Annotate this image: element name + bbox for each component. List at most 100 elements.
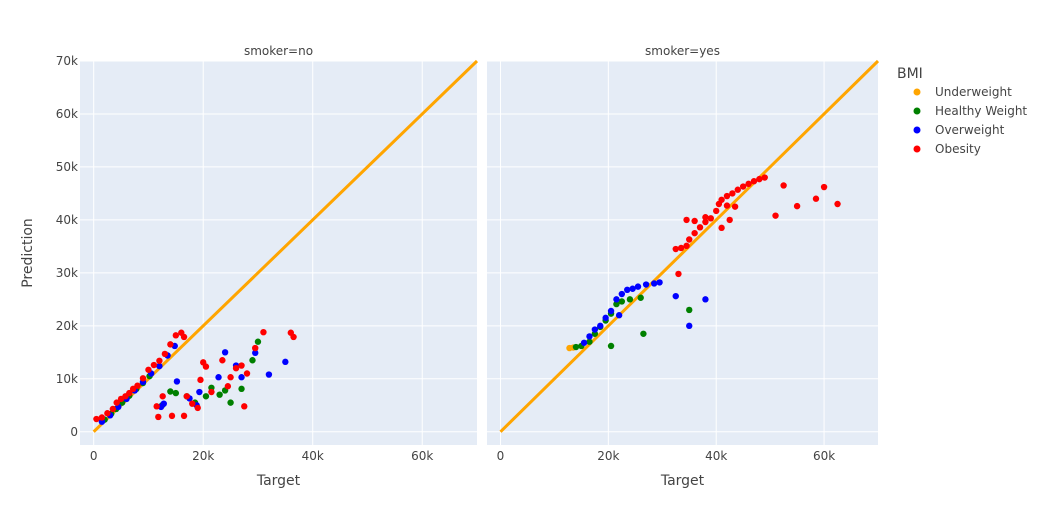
data-point (707, 215, 715, 222)
data-point (139, 375, 147, 382)
data-point (202, 393, 210, 400)
y-tick-label: 20k (56, 319, 78, 333)
data-point (238, 385, 245, 393)
data-point (219, 357, 226, 364)
legend: BMI Underweight Healthy Weight Overweight Ob… (897, 66, 1027, 156)
legend-marker (913, 88, 921, 96)
y-tick-label: 60k (56, 107, 78, 121)
data-point (202, 363, 210, 370)
data-point (160, 400, 167, 407)
data-point (820, 183, 828, 191)
data-point (208, 388, 215, 396)
data-point (650, 280, 658, 287)
x-tick-label: 20k (192, 449, 214, 463)
data-point (189, 400, 196, 407)
data-point (156, 362, 163, 370)
data-point (227, 399, 234, 406)
data-point (613, 296, 620, 303)
data-point (265, 371, 273, 378)
data-point (683, 242, 690, 250)
x-axis-title: Target (256, 473, 301, 489)
data-point (683, 216, 690, 224)
data-point (98, 414, 106, 421)
data-point (618, 298, 626, 305)
data-point (216, 391, 223, 398)
data-point (602, 314, 609, 322)
facet-title: smoker=yes (645, 44, 720, 58)
data-point (93, 415, 100, 423)
data-point (686, 322, 693, 330)
data-point (634, 283, 642, 290)
data-point (607, 307, 615, 315)
panel-smoker-no: smoker=no 0 20k 40k 60k Target 0 10k 20k 30k 40k 50… (56, 44, 479, 489)
data-point (180, 412, 188, 420)
data-point (238, 374, 245, 381)
x-tick-label: 60k (411, 449, 433, 463)
data-point (618, 290, 626, 298)
data-point (168, 412, 176, 420)
data-point (224, 383, 232, 390)
data-point (772, 212, 779, 219)
data-point (221, 349, 229, 356)
data-point (282, 358, 289, 366)
data-point (626, 296, 634, 303)
data-point (629, 285, 636, 292)
data-point (723, 202, 731, 209)
y-axis-title: Prediction (20, 218, 36, 288)
data-point (780, 182, 787, 189)
data-point (227, 374, 234, 381)
data-point (702, 296, 709, 303)
x-tick-label: 20k (597, 449, 619, 463)
data-point (691, 217, 698, 225)
data-point (156, 357, 163, 364)
data-point (104, 410, 111, 417)
y-tick-label: 40k (56, 213, 78, 227)
data-point (183, 393, 190, 400)
data-point (243, 370, 251, 377)
legend-label: Healthy Weight (935, 104, 1027, 118)
data-point (159, 393, 166, 400)
data-point (153, 403, 160, 410)
data-point (624, 286, 631, 294)
data-point (691, 229, 698, 237)
legend-label: Obesity (935, 142, 981, 156)
data-point (834, 200, 841, 208)
series-obesity (93, 328, 297, 423)
data-point (637, 294, 644, 301)
data-point (238, 362, 245, 369)
reference-line (92, 59, 479, 433)
data-point (793, 202, 801, 210)
data-point (260, 328, 267, 336)
data-point (252, 349, 259, 357)
data-point (167, 388, 174, 395)
data-point (675, 270, 682, 278)
data-point (197, 376, 204, 384)
data-point (734, 186, 741, 193)
data-point (249, 357, 256, 364)
data-point (145, 366, 152, 373)
data-point (718, 224, 725, 232)
data-point (167, 341, 174, 348)
data-point (180, 333, 188, 341)
data-point (656, 279, 663, 286)
data-point (729, 190, 736, 197)
data-point (686, 306, 693, 314)
data-point (173, 378, 181, 385)
data-point (586, 338, 593, 345)
data-point (812, 195, 820, 202)
data-point (172, 332, 180, 339)
data-point (290, 333, 297, 341)
data-point (572, 343, 580, 351)
data-point (642, 281, 650, 288)
legend-label: Overweight (935, 123, 1005, 137)
data-point (731, 203, 739, 210)
data-point (702, 214, 709, 221)
data-point (586, 333, 593, 340)
data-point (696, 224, 704, 231)
data-point (677, 244, 685, 252)
series-obesity (672, 174, 841, 278)
legend-item: Underweight (913, 85, 1012, 99)
data-point (723, 192, 731, 200)
legend-item: Obesity (913, 142, 981, 156)
